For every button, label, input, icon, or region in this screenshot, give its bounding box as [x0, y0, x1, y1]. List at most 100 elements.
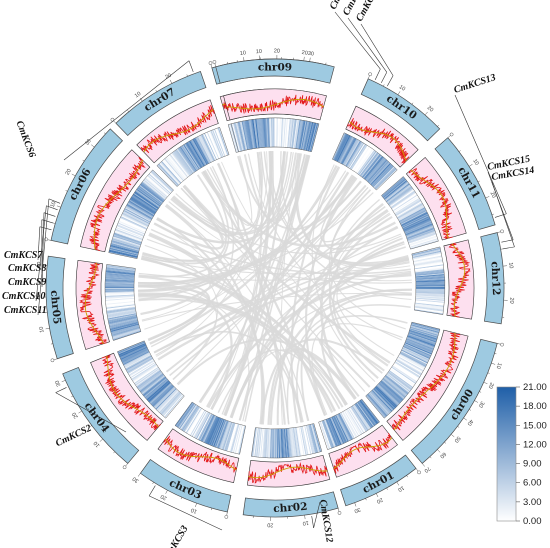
synteny-link [328, 198, 389, 366]
line-trend [84, 262, 104, 345]
tick-label: 10 [134, 91, 142, 99]
heatmap-chr09 [230, 117, 320, 153]
legend-tick-label: 21.00 [523, 382, 547, 393]
synteny-link [172, 196, 412, 282]
gene-leader [37, 226, 41, 261]
synteny-link [207, 271, 412, 409]
line-track [75, 88, 475, 488]
gene-marker [501, 239, 514, 243]
line-trend [451, 243, 466, 317]
synteny-link [294, 152, 411, 270]
synteny-link [267, 348, 357, 425]
ticks-chr04: 10 20 30 [55, 379, 128, 470]
gene-marker [386, 75, 394, 87]
tick-label: 10 [240, 50, 247, 57]
heatmap-chr07 [156, 126, 230, 187]
gene-label-cmkcs10: CmKCS10 [2, 291, 45, 302]
synteny-link [140, 151, 274, 316]
gene-label-cmkcs13: CmKCS13 [453, 72, 498, 96]
line-track-chr02 [246, 454, 331, 488]
tick-label: 10 [50, 201, 58, 209]
synteny-link [175, 193, 402, 255]
tick-label: 40 [466, 418, 474, 426]
synteny-link [199, 171, 350, 404]
gene-leader [37, 198, 50, 316]
tick-label: 30 [36, 261, 43, 268]
synteny-link [176, 186, 369, 385]
heatmap-track [104, 117, 446, 459]
line-trend [93, 159, 144, 250]
synteny-link [166, 203, 310, 421]
ticks-chr03: 10 20 30 [132, 473, 229, 519]
synteny-link [216, 163, 286, 425]
synteny-link [229, 257, 410, 419]
gene-label-cmkcs2: CmKCS2 [54, 423, 93, 449]
chromosome-label: chr05 [48, 290, 63, 325]
chromosome-chr09 [215, 58, 335, 84]
synteny-link [269, 288, 413, 425]
tick-label: 10 [256, 49, 263, 55]
tick-label: 30 [84, 138, 92, 147]
synteny-link [320, 293, 412, 406]
legend-tick-label: 9.00 [523, 459, 542, 470]
chromosome-chr10 [360, 78, 441, 142]
tick-label: 20 [489, 191, 497, 199]
legend-tick-label: 0.00 [523, 516, 542, 527]
tick-label: 10 [398, 84, 406, 92]
line-signal [101, 354, 161, 431]
tick-label: 10 [471, 158, 479, 166]
synteny-link [142, 151, 285, 262]
chromosome-chr12 [480, 232, 505, 325]
tick-label: 10 [397, 484, 405, 492]
gene-label-cmkcs1: CmKCS1 [354, 0, 382, 23]
gene-marker [48, 198, 61, 204]
gene-marker [380, 72, 388, 84]
gene-leader [55, 392, 127, 433]
synteny-link [138, 293, 344, 408]
tick-label: 20 [71, 411, 79, 419]
line-signal [140, 104, 215, 154]
tick-label: 20 [267, 521, 273, 527]
gene-label-cmkcs11: CmKCS11 [4, 305, 47, 316]
gene-marker [374, 68, 381, 80]
line-signal [89, 157, 146, 252]
tick-label: 20 [65, 168, 73, 176]
legend-tick-label: 18.00 [523, 401, 547, 412]
synteny-link [322, 176, 399, 250]
heatmap-chr02 [251, 423, 323, 459]
tick-label: 20 [487, 381, 495, 389]
synteny-link [138, 295, 341, 410]
heatmap-chr06 [108, 169, 174, 259]
chromosome-chr02 [242, 491, 339, 518]
gene-label-cmkcs6: CmKCS6 [14, 119, 38, 159]
gene-leader [360, 23, 394, 76]
gene-marker [188, 60, 194, 73]
ticks-chr11: 10 20 [447, 132, 497, 215]
gene-leader [334, 11, 381, 70]
synteny-link [280, 152, 299, 425]
line-signal [79, 262, 108, 345]
tick-label: 70 [423, 465, 432, 474]
synteny-link [153, 185, 224, 250]
synteny-link [330, 189, 412, 278]
line-trend [226, 98, 324, 110]
synteny-link [141, 292, 412, 322]
line-signal [225, 94, 325, 114]
synteny-link [138, 175, 355, 292]
chromosome-chr01 [340, 454, 417, 507]
line-track-chr05 [75, 259, 110, 350]
tick-label: 10 [39, 326, 46, 333]
synteny-link [206, 155, 253, 226]
synteny-link [280, 151, 412, 294]
tick-label: 20 [375, 496, 383, 504]
gene-marker [148, 485, 156, 497]
line-trend [410, 169, 449, 239]
gene-label-cmkcs9: CmKCS9 [8, 277, 46, 288]
tick-label: 20 [274, 48, 280, 54]
synteny-link [244, 155, 311, 422]
gene-label-cmkcs7: CmKCS7 [4, 250, 43, 261]
gene-marker [502, 246, 515, 250]
line-signal [448, 242, 471, 318]
legend-tick-label: 15.00 [523, 420, 547, 431]
